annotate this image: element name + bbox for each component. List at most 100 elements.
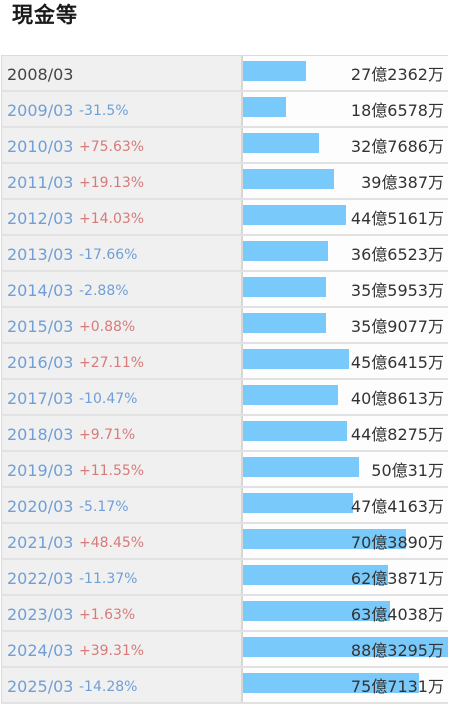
- table-row: 2017/03 -10.47% 40億8613万: [1, 380, 448, 416]
- change-percent: -2.88%: [79, 283, 129, 299]
- change-percent: +75.63%: [79, 139, 145, 155]
- value-cell: 88億3295万: [243, 632, 448, 666]
- value-bar: [243, 169, 334, 189]
- change-percent: +14.03%: [79, 211, 145, 227]
- period-label: 2012/03: [7, 209, 74, 228]
- table-row: 2011/03 +19.13% 39億387万: [1, 164, 448, 200]
- period-cell: 2020/03 -5.17%: [2, 488, 243, 522]
- period-cell: 2010/03 +75.63%: [2, 128, 243, 162]
- period-cell: 2017/03 -10.47%: [2, 380, 243, 414]
- table-row: 2019/03 +11.55% 50億31万: [1, 452, 448, 488]
- value-label: 45億6415万: [350, 353, 444, 372]
- value-label: 36億6523万: [350, 245, 444, 264]
- period-cell: 2012/03 +14.03%: [2, 200, 243, 234]
- table-row: 2008/03 27億2362万: [1, 56, 448, 92]
- section-title: 現金等: [12, 3, 78, 27]
- period-label: 2018/03: [7, 425, 74, 444]
- period-cell: 2008/03: [2, 56, 243, 90]
- value-cell: 50億31万: [243, 452, 448, 486]
- period-label: 2021/03: [7, 533, 74, 552]
- value-bar: [243, 529, 406, 549]
- change-percent: -11.37%: [79, 571, 138, 587]
- value-bar: [243, 97, 286, 117]
- value-bar: [243, 421, 347, 441]
- value-cell: 36億6523万: [243, 236, 448, 270]
- period-cell: 2013/03 -17.66%: [2, 236, 243, 270]
- period-label: 2013/03: [7, 245, 74, 264]
- period-cell: 2014/03 -2.88%: [2, 272, 243, 306]
- value-cell: 18億6578万: [243, 92, 448, 126]
- value-bar: [243, 637, 448, 657]
- table-row: 2025/03 -14.28% 75億7131万: [1, 668, 448, 704]
- change-percent: -5.17%: [79, 499, 129, 515]
- value-cell: 35億5953万: [243, 272, 448, 306]
- period-cell: 2022/03 -11.37%: [2, 560, 243, 594]
- table-row: 2009/03 -31.5% 18億6578万: [1, 92, 448, 128]
- table-row: 2012/03 +14.03% 44億5161万: [1, 200, 448, 236]
- table-row: 2016/03 +27.11% 45億6415万: [1, 344, 448, 380]
- period-cell: 2025/03 -14.28%: [2, 668, 243, 702]
- value-bar: [243, 349, 349, 369]
- value-label: 63億4038万: [350, 605, 444, 624]
- value-bar: [243, 277, 326, 297]
- value-bar: [243, 313, 326, 333]
- value-label: 27億2362万: [350, 65, 444, 84]
- table-row: 2013/03 -17.66% 36億6523万: [1, 236, 448, 272]
- value-label: 75億7131万: [350, 677, 444, 696]
- value-label: 44億8275万: [350, 425, 444, 444]
- period-cell: 2015/03 +0.88%: [2, 308, 243, 342]
- value-bar: [243, 673, 419, 693]
- value-label: 18億6578万: [350, 101, 444, 120]
- change-percent: +39.31%: [79, 643, 145, 659]
- value-label: 47億4163万: [350, 497, 444, 516]
- change-percent: +27.11%: [79, 355, 145, 371]
- table-row: 2023/03 +1.63% 63億4038万: [1, 596, 448, 632]
- period-cell: 2018/03 +9.71%: [2, 416, 243, 450]
- value-bar: [243, 457, 359, 477]
- table-row: 2020/03 -5.17% 47億4163万: [1, 488, 448, 524]
- change-percent: +19.13%: [79, 175, 145, 191]
- value-cell: 44億5161万: [243, 200, 448, 234]
- value-bar: [243, 133, 319, 153]
- period-label: 2011/03: [7, 173, 74, 192]
- change-percent: -10.47%: [79, 391, 138, 407]
- period-cell: 2009/03 -31.5%: [2, 92, 243, 126]
- change-percent: +48.45%: [79, 535, 145, 551]
- value-label: 70億3890万: [350, 533, 444, 552]
- table-row: 2015/03 +0.88% 35億9077万: [1, 308, 448, 344]
- change-percent: -31.5%: [79, 103, 129, 119]
- value-cell: 32億7686万: [243, 128, 448, 162]
- period-label: 2022/03: [7, 569, 74, 588]
- value-label: 44億5161万: [350, 209, 444, 228]
- change-percent: -14.28%: [79, 679, 138, 695]
- value-label: 88億3295万: [350, 641, 444, 660]
- value-label: 35億5953万: [350, 281, 444, 300]
- period-label: 2020/03: [7, 497, 74, 516]
- value-cell: 35億9077万: [243, 308, 448, 342]
- value-cell: 75億7131万: [243, 668, 448, 702]
- table-row: 2024/03 +39.31% 88億3295万: [1, 632, 448, 668]
- value-cell: 63億4038万: [243, 596, 448, 630]
- period-label: 2017/03: [7, 389, 74, 408]
- value-label: 39億387万: [361, 173, 444, 192]
- change-percent: +11.55%: [79, 463, 145, 479]
- change-percent: -17.66%: [79, 247, 138, 263]
- period-cell: 2019/03 +11.55%: [2, 452, 243, 486]
- period-label: 2008/03: [7, 65, 74, 84]
- period-cell: 2024/03 +39.31%: [2, 632, 243, 666]
- value-label: 62億3871万: [350, 569, 444, 588]
- change-percent: +9.71%: [79, 427, 136, 443]
- table-row: 2018/03 +9.71% 44億8275万: [1, 416, 448, 452]
- value-cell: 47億4163万: [243, 488, 448, 522]
- period-label: 2015/03: [7, 317, 74, 336]
- change-percent: +0.88%: [79, 319, 136, 335]
- value-bar: [243, 601, 390, 621]
- value-cell: 27億2362万: [243, 56, 448, 90]
- value-cell: 62億3871万: [243, 560, 448, 594]
- value-label: 40億8613万: [350, 389, 444, 408]
- value-bar: [243, 205, 346, 225]
- value-bar: [243, 241, 328, 261]
- value-label: 35億9077万: [350, 317, 444, 336]
- period-label: 2016/03: [7, 353, 74, 372]
- value-bar: [243, 385, 338, 405]
